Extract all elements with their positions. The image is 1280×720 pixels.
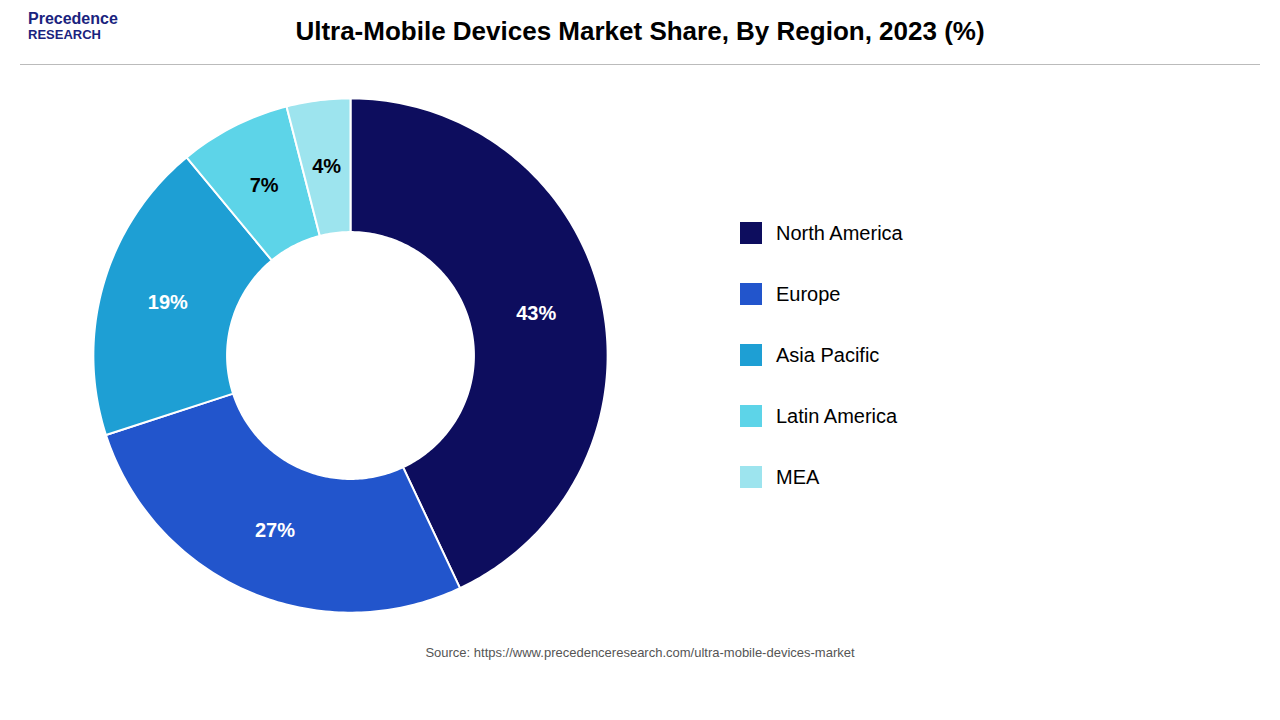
html-text:North America: North America: [776, 221, 903, 244]
html-text:Precedence: Precedence: [28, 10, 118, 27]
html-text:Ultra-Mobile Devices Market Sh: Ultra-Mobile Devices Market Share, By Re…: [295, 16, 985, 46]
html-text:Europe: Europe: [776, 282, 841, 305]
html-text:MEA: MEA: [776, 465, 820, 488]
svg-text:27%: 27%: [255, 519, 295, 541]
html-text:Latin America: Latin America: [776, 404, 898, 427]
html-text:Asia Pacific: Asia Pacific: [776, 343, 880, 366]
svg-text:19%: 19%: [148, 291, 188, 313]
html-text:Source: https://www.precedence: Source: https://www.precedenceresearch.c…: [425, 645, 855, 660]
svg-text:7%: 7%: [250, 174, 279, 196]
svg-text:43%: 43%: [516, 302, 556, 324]
svg-text:4%: 4%: [312, 155, 341, 177]
html-text:RESEARCH: RESEARCH: [28, 27, 101, 43]
